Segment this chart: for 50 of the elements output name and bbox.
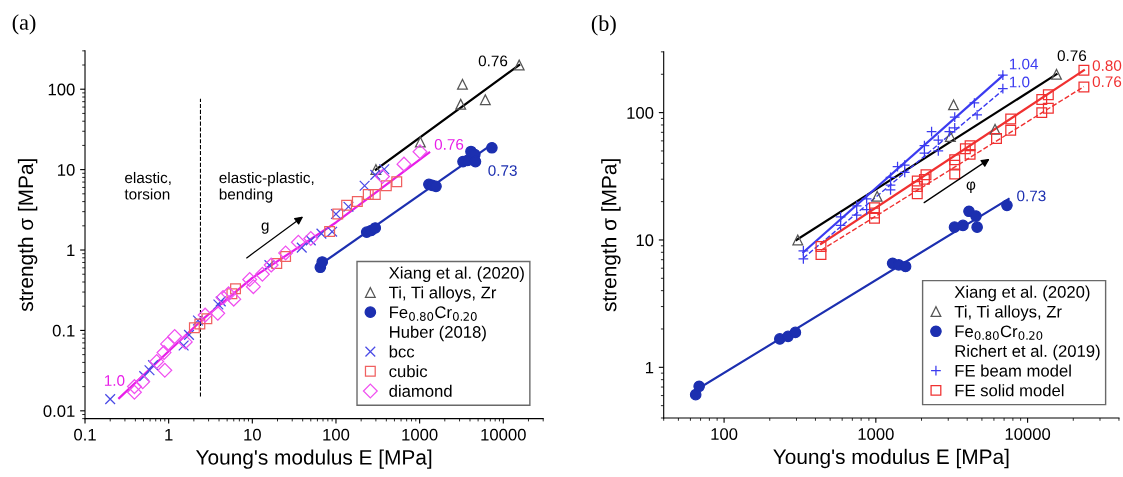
legend-label: bcc	[389, 345, 415, 358]
y-tick-label: 10	[58, 164, 75, 176]
y-tick-label: 1	[67, 244, 75, 257]
y-tick-label: 0.01	[43, 405, 75, 418]
x-axis-title: Young's modulus E [MPa]	[195, 449, 432, 469]
legend-label: Fe$_{0.80}$Cr$_{0.20}$	[390, 306, 477, 321]
x-tick-label: 1000	[402, 428, 438, 441]
annotation: 0.80	[1092, 60, 1122, 71]
y-tick-label: 0.1	[52, 324, 75, 337]
annotation: 0.76	[434, 139, 464, 150]
text: Huber (2018)	[390, 325, 486, 342]
x-tick-label: 100	[711, 428, 738, 440]
annotation: g	[261, 222, 269, 234]
y-axis-title: strength σ [MPa]	[601, 159, 621, 312]
x-axis-title: Young's modulus E [MPa]	[773, 448, 1009, 469]
x-tick-label: 0.1	[74, 428, 96, 441]
text: Xiang et al. (2020)	[954, 285, 1090, 302]
y-tick-label: 10	[636, 234, 654, 247]
annotation: 0.76	[478, 55, 508, 67]
legend-label: Fe$_{0.80}$Cr$_{0.20}$	[955, 325, 1043, 340]
legend-label: FE solid model	[955, 384, 1064, 397]
x-tick-label: 10000	[481, 428, 526, 441]
y-tick-label: 100	[48, 83, 75, 96]
text: Richert et al. (2019)	[955, 344, 1100, 361]
y-tick-label: 100	[627, 107, 654, 119]
annotation: 0.76	[1057, 50, 1087, 62]
y-axis-title: strength σ [MPa]	[17, 159, 38, 312]
chart-title: (b)	[591, 15, 616, 36]
text: Xiang et al. (2020)	[389, 266, 524, 283]
legend-label: Ti, Ti alloys, Zr	[954, 305, 1062, 321]
annotation: 0.76	[1092, 76, 1122, 88]
annotation: φ	[966, 181, 976, 193]
x-tick-label: 10000	[1005, 428, 1051, 440]
annotation: 1.0	[104, 375, 125, 386]
x-tick-label: 10	[244, 428, 261, 441]
legend-label: Ti, Ti alloys, Zr	[389, 286, 497, 302]
annotation: elastic, torsion	[124, 171, 171, 200]
legend-label: diamond	[389, 384, 452, 397]
legend-label: cubic	[389, 365, 428, 378]
annotation: 1.04	[1009, 58, 1039, 70]
x-tick-label: 100	[323, 428, 350, 441]
y-tick-label: 1	[645, 361, 654, 374]
x-tick-label: 1000	[858, 428, 894, 440]
annotation: 0.73	[1017, 190, 1046, 202]
x-tick-label: 1	[165, 428, 173, 441]
legend-label: FE beam model	[955, 364, 1071, 377]
annotation: elastic-plastic, bending	[219, 171, 314, 203]
chart-title: (a)	[12, 14, 36, 35]
annotation: 1.0	[1009, 76, 1030, 88]
annotation: 0.73	[488, 165, 517, 176]
